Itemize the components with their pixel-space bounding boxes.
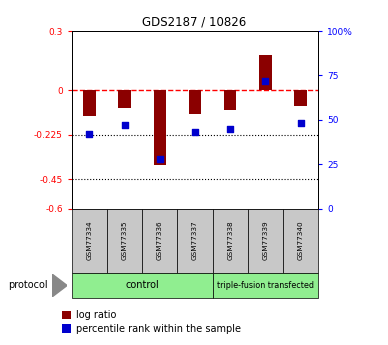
Text: GSM77340: GSM77340 bbox=[298, 221, 303, 260]
Text: GSM77338: GSM77338 bbox=[227, 221, 233, 260]
Point bbox=[298, 121, 304, 126]
Bar bbox=[224, 90, 236, 110]
Point bbox=[86, 131, 92, 137]
Bar bbox=[83, 90, 95, 116]
Point bbox=[262, 78, 268, 83]
Bar bbox=[154, 90, 166, 165]
Point bbox=[121, 122, 128, 128]
Point bbox=[227, 126, 233, 131]
Point bbox=[192, 130, 198, 135]
Text: GDS2187 / 10826: GDS2187 / 10826 bbox=[142, 16, 246, 29]
Text: triple-fusion transfected: triple-fusion transfected bbox=[217, 281, 314, 290]
Bar bbox=[118, 90, 131, 108]
Text: GSM77334: GSM77334 bbox=[87, 221, 92, 260]
Text: protocol: protocol bbox=[8, 280, 47, 290]
Text: log ratio: log ratio bbox=[76, 310, 117, 320]
Text: GSM77335: GSM77335 bbox=[121, 221, 128, 260]
Text: GSM77336: GSM77336 bbox=[157, 221, 163, 260]
Bar bbox=[189, 90, 201, 114]
Bar bbox=[294, 90, 307, 106]
Text: GSM77339: GSM77339 bbox=[262, 221, 268, 260]
Point bbox=[157, 156, 163, 162]
Bar bbox=[259, 55, 272, 90]
Polygon shape bbox=[52, 274, 67, 297]
Text: percentile rank within the sample: percentile rank within the sample bbox=[76, 324, 241, 334]
Text: control: control bbox=[125, 280, 159, 290]
Text: GSM77337: GSM77337 bbox=[192, 221, 198, 260]
